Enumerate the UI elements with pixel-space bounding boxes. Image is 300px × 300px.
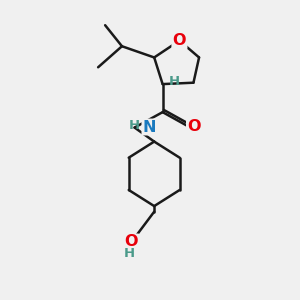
Text: N: N — [142, 119, 156, 134]
Text: H: H — [169, 75, 180, 88]
Text: O: O — [173, 33, 186, 48]
Text: H: H — [128, 119, 140, 132]
Text: O: O — [187, 119, 201, 134]
Text: O: O — [125, 235, 138, 250]
Text: H: H — [124, 247, 135, 260]
